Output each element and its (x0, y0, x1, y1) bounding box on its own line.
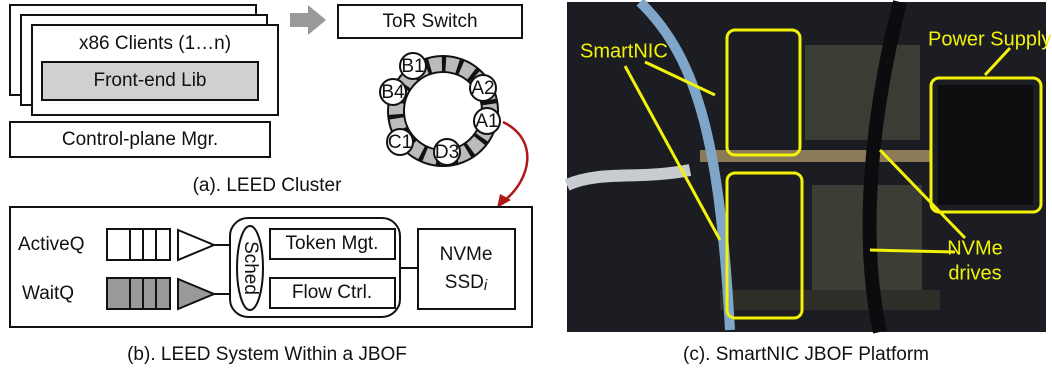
waitq-label: WaitQ (22, 283, 74, 304)
ring-node-label: B1 (401, 56, 424, 77)
drives-label-2: drives (948, 262, 1001, 284)
figure: x86 Clients (1…n) Front-end Lib Control-… (0, 0, 1052, 373)
ring-node-label: B4 (381, 82, 405, 103)
ssd-label: SSDi (445, 272, 488, 294)
red-arrow (503, 122, 527, 200)
nvme-label: NVMe (440, 244, 493, 265)
tor-label: ToR Switch (382, 11, 477, 32)
frontend-label: Front-end Lib (93, 70, 206, 91)
clients-label: x86 Clients (1…n) (79, 33, 231, 54)
ring-node-label: A1 (475, 111, 498, 132)
ring-node-label: C1 (388, 132, 412, 153)
drives-label-1: NVMe (947, 237, 1003, 259)
arrow (290, 5, 326, 35)
caption-c: (c). SmartNIC JBOF Platform (683, 344, 929, 365)
power-label: Power Supply (928, 28, 1051, 50)
caption-a: (a). LEED Cluster (193, 175, 343, 196)
flow-label: Flow Ctrl. (292, 282, 372, 303)
ssd-text: SSD (445, 272, 484, 293)
ring-node-label: D3 (435, 142, 459, 163)
caption-b: (b). LEED System Within a JBOF (127, 344, 407, 365)
control-label: Control-plane Mgr. (62, 129, 218, 150)
activeq-label: ActiveQ (18, 234, 85, 255)
sched-label: Sched (240, 241, 261, 295)
ring-node-label: A2 (471, 78, 494, 99)
token-label: Token Mgt. (286, 233, 379, 254)
smartnic-label: SmartNIC (580, 40, 668, 62)
